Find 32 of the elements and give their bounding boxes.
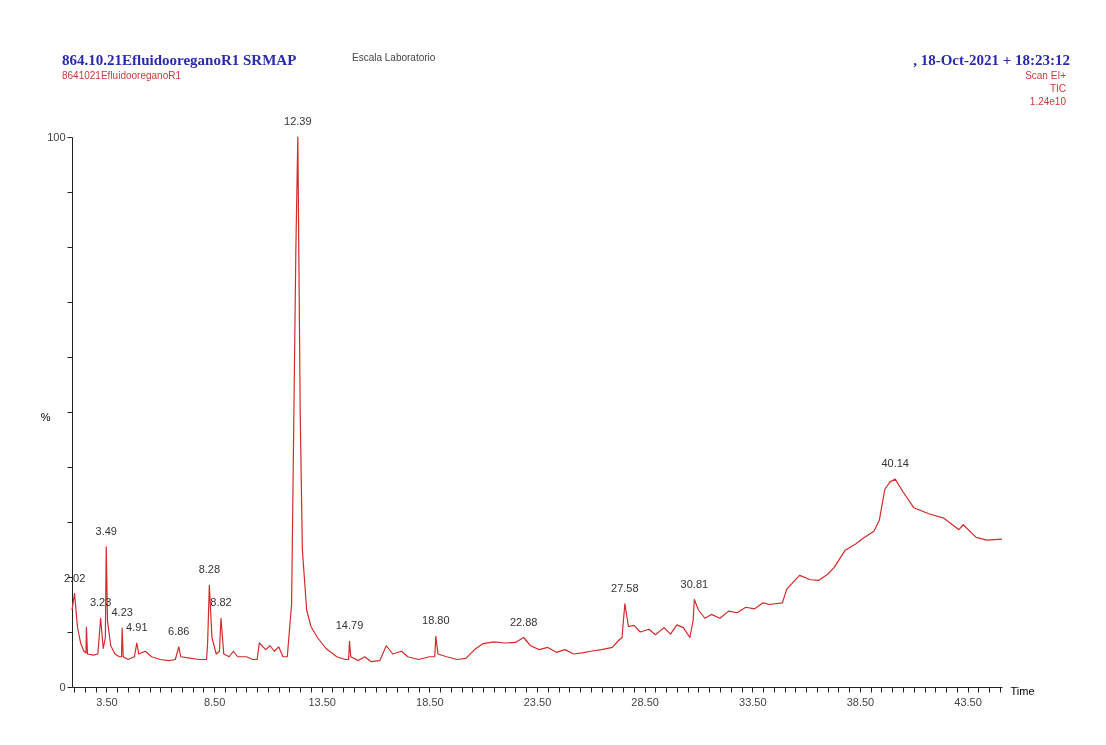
- x-tick-label: 13.50: [308, 695, 336, 708]
- x-axis-title: Time: [1010, 684, 1035, 697]
- annotation: 40.14: [881, 457, 909, 470]
- y-axis-title: %: [40, 410, 51, 423]
- x-tick-label: 43.50: [954, 695, 982, 708]
- annotation: 8.28: [198, 563, 221, 576]
- x-tick-label: 38.50: [846, 695, 875, 708]
- chart-subtitle: 8641021EfluidooreganoR1: [62, 70, 181, 81]
- annotation: 27.58: [611, 581, 639, 594]
- x-tick-label: 3.50: [96, 695, 118, 708]
- annotation: 3.49: [95, 524, 117, 537]
- y-tick-label: 100: [47, 130, 66, 143]
- text: 1.24e10: [1029, 96, 1066, 107]
- text: TIC: [1049, 83, 1066, 94]
- y-tick-label: 0: [59, 680, 66, 693]
- x-tick-label: 18.50: [416, 695, 444, 708]
- annotation: 30.81: [680, 577, 709, 590]
- x-tick-label: 23.50: [523, 695, 552, 708]
- text: Scan EI+: [1025, 70, 1066, 81]
- chart-title: 864.10.21EfluidooreganoR1 SRMAP: [62, 52, 297, 69]
- x-tick-label: 28.50: [631, 695, 659, 708]
- annotation: 22.88: [509, 615, 538, 628]
- text: Escala Laboratorio: [352, 52, 436, 63]
- annotation: 12.39: [284, 115, 312, 127]
- annotation: 14.79: [335, 619, 364, 632]
- x-tick-label: 8.50: [203, 695, 226, 708]
- annotation: 6.86: [168, 624, 190, 637]
- annotation: 4.23: [111, 606, 133, 619]
- annotation: 4.91: [126, 621, 148, 633]
- text: , 18-Oct-2021 + 18:23:12: [913, 52, 1070, 69]
- x-tick-label: 33.50: [739, 695, 767, 708]
- annotation: 18.80: [422, 614, 450, 627]
